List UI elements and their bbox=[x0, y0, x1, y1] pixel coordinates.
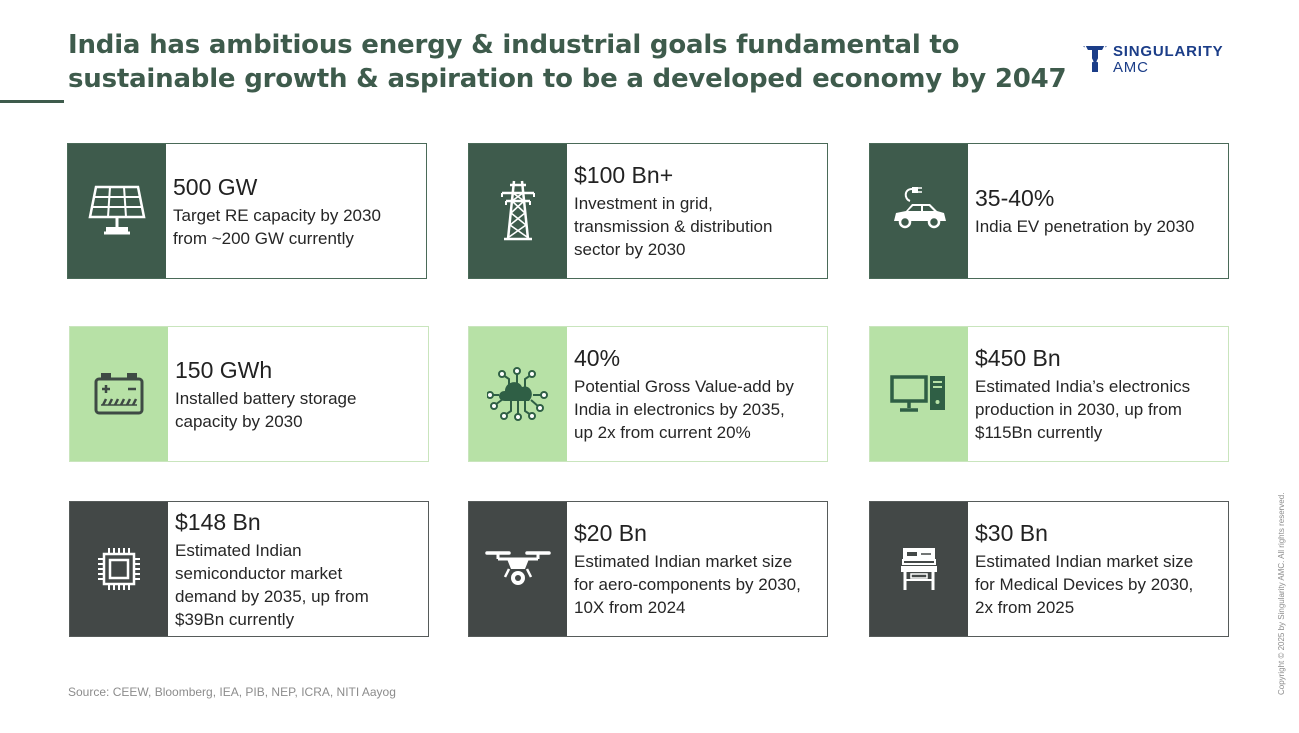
card-description: Estimated India’s electronics production… bbox=[975, 377, 1191, 442]
card-re-capacity: 500 GW Target RE capacity by 2030 from ~… bbox=[67, 143, 427, 279]
page-title: India has ambitious energy & industrial … bbox=[68, 30, 1067, 94]
card-medical-devices: $30 Bn Estimated Indian market size for … bbox=[869, 501, 1229, 637]
card-description: Investment in grid, transmission & distr… bbox=[574, 194, 773, 259]
card-description: Estimated Indian market size for aero-co… bbox=[574, 552, 801, 617]
card-description: Installed battery storage capacity by 20… bbox=[175, 388, 357, 431]
card-description: Potential Gross Value-add by India in el… bbox=[574, 377, 794, 442]
card-ev-penetration: 35-40% India EV penetration by 2030 bbox=[869, 143, 1229, 279]
card-metric: 35-40% bbox=[975, 185, 1055, 211]
card-metric: $148 Bn bbox=[175, 508, 261, 535]
card-metric: $100 Bn+ bbox=[574, 162, 674, 188]
card-metric: $30 Bn bbox=[975, 520, 1048, 546]
logo-subtitle: AMC bbox=[1113, 59, 1149, 76]
card-metric: $20 Bn bbox=[574, 520, 647, 546]
card-electronics-production: $450 Bn Estimated India’s electronics pr… bbox=[869, 326, 1229, 462]
copyright-note: Copyright © 2025 by Singularity AMC. All… bbox=[1277, 492, 1286, 695]
card-electronics-gva: 40% Potential Gross Value-add by India i… bbox=[468, 326, 828, 462]
company-logo: SINGULARITY AMC bbox=[1082, 42, 1242, 78]
card-description: Estimated Indian market size for Medical… bbox=[975, 552, 1194, 617]
card-description: India EV penetration by 2030 bbox=[975, 217, 1195, 236]
cloud-network-icon bbox=[487, 367, 548, 421]
battery-icon bbox=[94, 373, 144, 415]
electric-car-icon bbox=[894, 187, 946, 229]
card-aero-components: $20 Bn Estimated Indian market size for … bbox=[468, 501, 828, 637]
card-description: Target RE capacity by 2030 from ~200 GW … bbox=[173, 205, 381, 248]
card-metric: 500 GW bbox=[173, 173, 258, 200]
card-metric: 150 GWh bbox=[175, 356, 273, 383]
card-metric: 40% bbox=[574, 345, 621, 371]
medical-device-icon bbox=[901, 548, 937, 590]
logo-name: SINGULARITY bbox=[1113, 43, 1224, 60]
microchip-icon bbox=[98, 548, 140, 590]
logo-mark-icon bbox=[1083, 45, 1107, 72]
card-description: Estimated Indian semiconductor market de… bbox=[175, 540, 369, 629]
card-battery-storage: 150 GWh Installed battery storage capaci… bbox=[69, 326, 429, 462]
card-metric: $450 Bn bbox=[975, 345, 1061, 371]
drone-icon bbox=[485, 551, 551, 585]
desktop-computer-icon bbox=[890, 375, 945, 412]
card-semiconductor: $148 Bn Estimated Indian semiconductor m… bbox=[69, 501, 429, 637]
transmission-tower-icon bbox=[501, 180, 535, 241]
solar-panel-icon bbox=[88, 185, 146, 235]
source-note: Source: CEEW, Bloomberg, IEA, PIB, NEP, … bbox=[68, 685, 396, 699]
card-grid-investment: $100 Bn+ Investment in grid, transmissio… bbox=[468, 143, 828, 279]
title-underline bbox=[0, 100, 64, 103]
